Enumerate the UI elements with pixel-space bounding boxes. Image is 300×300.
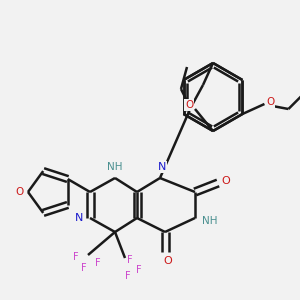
Text: F: F <box>81 263 87 273</box>
Text: NH: NH <box>107 162 123 172</box>
Text: F: F <box>127 255 133 265</box>
Text: F: F <box>73 252 79 262</box>
Text: N: N <box>75 213 83 223</box>
Text: O: O <box>266 97 274 107</box>
Text: O: O <box>164 256 172 266</box>
Text: O: O <box>185 100 193 110</box>
Text: F: F <box>95 258 101 268</box>
Text: N: N <box>158 162 166 172</box>
Text: O: O <box>15 187 23 197</box>
Text: F: F <box>125 271 131 281</box>
Text: F: F <box>136 265 142 275</box>
Text: NH: NH <box>202 216 218 226</box>
Text: O: O <box>222 176 230 186</box>
